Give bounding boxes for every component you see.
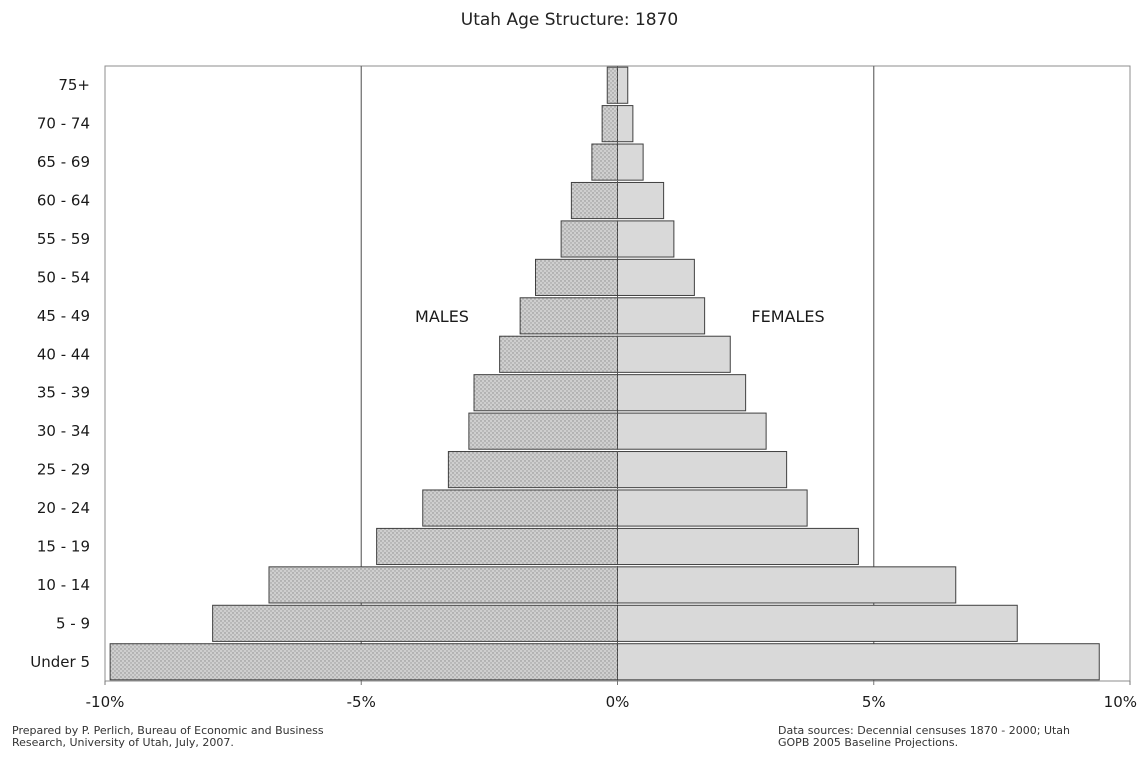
bar-males-10 (535, 258, 618, 296)
prepared-by-note: Prepared by P. Perlich, Bureau of Econom… (12, 725, 392, 749)
data-sources-line-1: Data sources: Decennial censuses 1870 - … (778, 724, 1071, 737)
bar-males-11 (560, 220, 618, 258)
y-tick-label-11: 55 - 59 (37, 230, 90, 248)
bar-males-4 (422, 489, 618, 527)
bar-males-5 (447, 451, 618, 489)
bar-females-5 (617, 451, 788, 489)
y-tick-label-1: 5 - 9 (56, 614, 90, 632)
x-tick-labels: -10% -5% 0% 5% 10% (86, 681, 1137, 711)
y-tick-label-12: 60 - 64 (37, 192, 90, 210)
bar-males-12 (570, 181, 618, 220)
data-sources-note: Data sources: Decennial censuses 1870 - … (778, 725, 1133, 749)
y-tick-label-0: Under 5 (30, 653, 90, 671)
bar-males-1 (212, 604, 618, 642)
y-tick-labels: Under 5 5 - 9 10 - 14 15 - 19 20 - 24 25 - 29… (30, 76, 90, 671)
bar-males-13 (591, 143, 618, 181)
bar-females-8 (617, 335, 731, 373)
bar-males-0 (109, 643, 618, 681)
bar-males-2 (268, 566, 618, 604)
bar-males-6 (468, 412, 618, 450)
x-tick-label-3: 5% (862, 693, 886, 711)
x-tick-label-2: 0% (606, 693, 630, 711)
annotation-males: MALES (415, 307, 469, 326)
bar-females-4 (617, 489, 808, 527)
data-sources-line-2: GOPB 2005 Baseline Projections. (778, 736, 959, 749)
bar-females-3 (617, 527, 859, 566)
prepared-by-line-2: Research, University of Utah, July, 2007… (12, 736, 234, 749)
prepared-by-line-1: Prepared by P. Perlich, Bureau of Econom… (12, 724, 324, 737)
y-tick-label-15: 75+ (58, 76, 90, 94)
bar-females-6 (617, 412, 767, 450)
bar-females-11 (617, 220, 675, 258)
x-tick-label-1: -5% (347, 693, 376, 711)
bars (109, 66, 1100, 681)
bar-females-12 (617, 181, 665, 220)
chart-title: Utah Age Structure: 1870 (460, 10, 679, 30)
y-tick-label-8: 40 - 44 (37, 345, 90, 363)
bar-males-9 (519, 297, 618, 335)
y-tick-label-10: 50 - 54 (37, 268, 90, 286)
y-tick-label-7: 35 - 39 (37, 384, 90, 402)
bar-males-14 (601, 105, 618, 143)
x-tick-label-0: -10% (86, 693, 125, 711)
bar-males-7 (473, 374, 618, 412)
bar-females-2 (617, 566, 957, 604)
bar-females-9 (617, 297, 706, 335)
y-tick-label-13: 65 - 69 (37, 153, 90, 171)
bar-females-1 (617, 604, 1018, 642)
y-tick-label-9: 45 - 49 (37, 307, 90, 325)
bar-females-14 (617, 105, 634, 143)
bar-females-13 (617, 143, 644, 181)
y-tick-label-4: 20 - 24 (37, 499, 90, 517)
y-tick-label-3: 15 - 19 (37, 537, 90, 555)
bar-males-8 (499, 335, 618, 373)
bar-females-0 (617, 643, 1100, 681)
bar-females-10 (617, 258, 695, 296)
bar-males-15 (606, 66, 618, 104)
annotation-females: FEMALES (751, 307, 824, 326)
bar-females-7 (617, 374, 747, 412)
x-tick-label-4: 10% (1104, 693, 1137, 711)
bar-males-3 (376, 527, 618, 566)
y-tick-label-6: 30 - 34 (37, 422, 90, 440)
y-tick-label-2: 10 - 14 (37, 576, 90, 594)
y-tick-label-14: 70 - 74 (37, 115, 90, 133)
y-tick-label-5: 25 - 29 (37, 461, 90, 479)
bar-females-15 (617, 66, 629, 104)
